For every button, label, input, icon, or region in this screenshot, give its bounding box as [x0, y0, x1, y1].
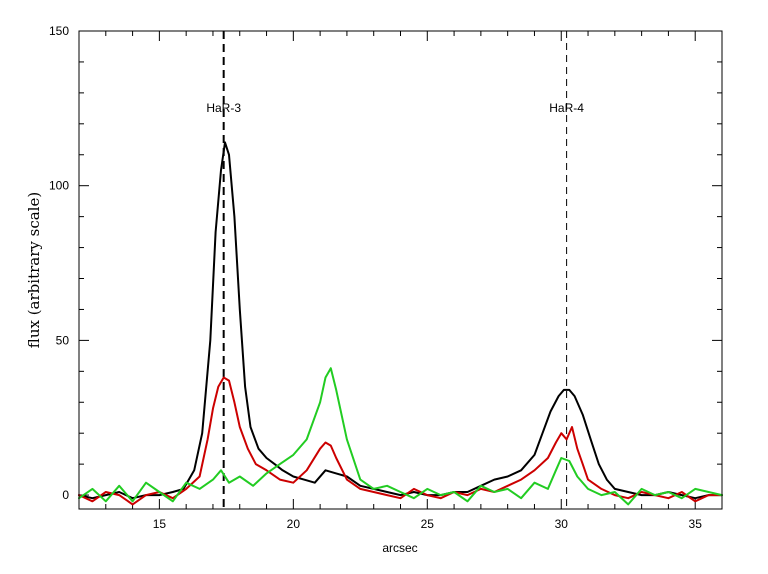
y-tick-label: 50 — [56, 333, 70, 347]
x-axis-title: arcsec — [382, 541, 417, 555]
series-line-2 — [78, 376, 723, 506]
y-tick-label: 150 — [49, 24, 69, 38]
annotation-label: HaR-3 — [206, 101, 241, 115]
x-tick-label: 35 — [689, 517, 703, 531]
x-tick-label: 25 — [421, 517, 435, 531]
y-tick-label: 100 — [49, 179, 69, 193]
annotation-label: HaR-4 — [549, 101, 584, 115]
annotation-lines — [222, 31, 568, 509]
tick-labels: 15 20 25 30 35 0 50 100 150 HaR-3 HaR-4 — [49, 24, 702, 531]
x-tick-label: 15 — [153, 517, 167, 531]
x-tick-label: 20 — [287, 517, 301, 531]
plot-frame — [78, 30, 723, 510]
data-series — [78, 141, 723, 506]
y-tick-label: 0 — [62, 488, 69, 502]
y-axis-title: flux (arbitrary scale) — [25, 192, 43, 348]
x-tick-label: 30 — [555, 517, 569, 531]
series-line-3 — [78, 367, 723, 506]
